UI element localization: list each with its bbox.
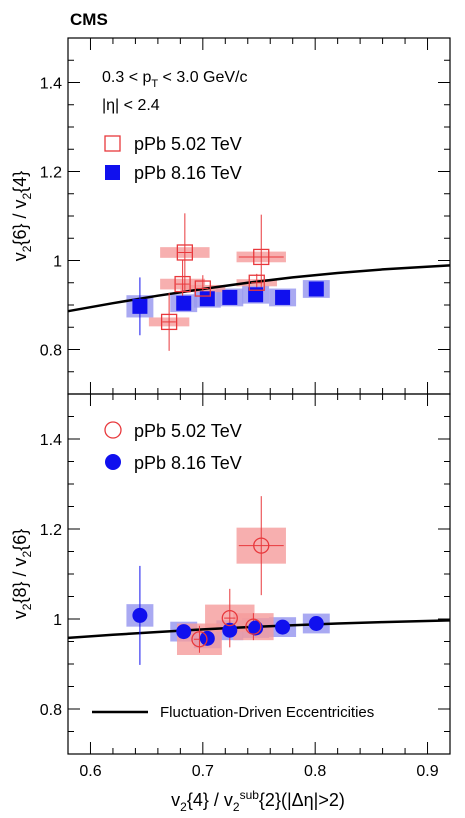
y-tick-label: 1 <box>53 612 62 629</box>
top-y-ticks: 0.8 1 1.2 1.4 <box>40 37 450 395</box>
data-point <box>199 291 215 307</box>
data-point <box>253 537 270 554</box>
top-theory-curve <box>67 264 451 313</box>
y-tick-label: 1.2 <box>40 165 62 182</box>
data-point <box>176 244 193 261</box>
legend-open-square-marker <box>104 135 121 152</box>
legend-curve-label: Fluctuation-Driven Eccentricities <box>160 704 374 721</box>
top-panel: 0.8 1 1.2 1.4 v2{6} / v2{4} 0.3 < pT < 3.0 … <box>10 37 451 395</box>
data-point <box>160 313 178 331</box>
y-tick-label: 1.2 <box>40 522 62 539</box>
data-point <box>248 287 264 303</box>
data-point <box>191 631 208 648</box>
data-point <box>248 274 265 291</box>
data-point <box>176 295 192 311</box>
data-point <box>222 289 238 305</box>
data-point <box>245 618 262 635</box>
legend-label-top-816: pPb 8.16 TeV <box>134 163 242 183</box>
data-point <box>308 616 324 631</box>
top-x-ticks <box>67 38 451 394</box>
data-point <box>132 298 148 314</box>
x-tick-label: 0.8 <box>304 763 326 780</box>
annotation-pt-range: 0.3 < pT < 3.0 GeV/c <box>102 69 248 90</box>
legend-open-circle-marker <box>104 421 122 439</box>
bottom-y-axis-label: v2{8} / v2{6} <box>10 529 34 619</box>
legend-label-bottom-816: pPb 8.16 TeV <box>134 453 242 473</box>
bottom-markers <box>132 537 324 648</box>
y-tick-label: 0.8 <box>40 343 62 360</box>
y-tick-label: 1.4 <box>40 76 62 93</box>
top-frame <box>67 37 451 395</box>
top-markers <box>132 244 324 331</box>
data-point <box>174 275 191 293</box>
data-point <box>275 619 291 635</box>
y-tick-label: 1 <box>53 254 62 271</box>
bottom-y-ticks: 0.8 1 1.2 1.4 <box>40 393 450 755</box>
legend-filled-square-marker <box>105 165 120 180</box>
legend-label-bottom-502: pPb 5.02 TeV <box>134 421 242 441</box>
legend-filled-circle-marker <box>105 454 121 470</box>
x-tick-label: 0.7 <box>192 763 214 780</box>
x-tick-label: 0.9 <box>416 763 438 780</box>
top-y-axis-label: v2{6} / v2{4} <box>10 171 34 261</box>
data-point <box>222 622 238 638</box>
bottom-x-ticks: 0.6 0.7 0.8 0.9 <box>67 394 451 780</box>
data-point <box>221 609 238 627</box>
data-point <box>194 280 211 297</box>
bottom-frame <box>67 393 451 755</box>
data-point <box>253 248 270 266</box>
data-point <box>308 281 324 297</box>
annotation-eta-range: |η| < 2.4 <box>102 97 160 114</box>
data-point <box>275 289 291 305</box>
x-tick-label: 0.6 <box>79 763 101 780</box>
data-point <box>132 607 148 623</box>
data-point <box>176 624 192 640</box>
x-axis-label: v2{4} / v2sub{2}(|Δη|>2) <box>171 788 345 814</box>
y-tick-label: 0.8 <box>40 702 62 719</box>
legend-label-top-502: pPb 5.02 TeV <box>134 134 242 154</box>
y-tick-label: 1.4 <box>40 432 62 449</box>
bottom-panel: 0.8 1 1.2 1.4 0.6 0.7 0.8 0.9 v2{8} / v2{6} pP… <box>10 393 451 814</box>
experiment-label: CMS <box>70 10 108 29</box>
